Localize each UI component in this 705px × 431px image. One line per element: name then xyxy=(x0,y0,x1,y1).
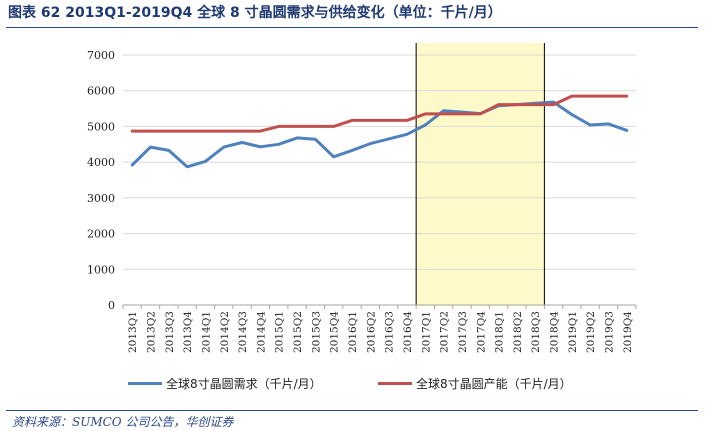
y-tick-label: 6000 xyxy=(87,85,115,98)
source-note: 资料来源：SUMCO 公司公告，华创证券 xyxy=(12,415,234,429)
x-tick-label: 2017Q2 xyxy=(439,311,451,353)
x-tick-label: 2017Q3 xyxy=(457,311,469,353)
highlight-band xyxy=(416,43,545,306)
x-tick-label: 2018Q1 xyxy=(494,311,506,353)
legend-item-capacity: 全球8寸晶圆产能（千片/月） xyxy=(378,373,572,393)
chart-legend: 全球8寸晶圆需求（千片/月） 全球8寸晶圆产能（千片/月） xyxy=(0,373,705,393)
x-tick-label: 2016Q3 xyxy=(384,311,396,353)
y-tick-label: 4000 xyxy=(87,156,115,169)
x-tick-label: 2018Q3 xyxy=(530,311,542,353)
y-tick-label: 2000 xyxy=(87,228,115,241)
chart-title: 图表 62 2013Q1-2019Q4 全球 8 寸晶圆需求与供给变化（单位：千… xyxy=(8,5,502,21)
x-tick-label: 2017Q4 xyxy=(475,311,487,353)
legend-label-demand: 全球8寸晶圆需求（千片/月） xyxy=(166,376,322,391)
legend-swatch-demand xyxy=(128,381,162,385)
x-tick-label: 2018Q4 xyxy=(549,311,561,353)
x-tick-label: 2015Q2 xyxy=(292,311,304,353)
x-tick-label: 2019Q4 xyxy=(622,311,634,353)
x-tick-label: 2014Q3 xyxy=(237,311,249,353)
x-tick-label: 2013Q3 xyxy=(164,311,176,353)
x-tick-label: 2014Q2 xyxy=(219,311,231,353)
x-tick-label: 2016Q1 xyxy=(347,311,359,353)
x-tick-label: 2015Q1 xyxy=(274,311,286,353)
x-tick-label: 2013Q4 xyxy=(182,311,194,353)
x-tick-label: 2013Q1 xyxy=(127,311,139,353)
x-tick-label: 2014Q1 xyxy=(200,311,212,353)
footer-divider xyxy=(6,410,698,411)
x-tick-label: 2017Q1 xyxy=(420,311,432,353)
x-tick-label: 2013Q2 xyxy=(145,311,157,353)
series-line-demand xyxy=(130,100,629,169)
series-line-capacity xyxy=(130,94,629,133)
title-divider xyxy=(6,27,698,28)
y-tick-label: 1000 xyxy=(87,263,115,276)
x-tick-label: 2019Q1 xyxy=(567,311,579,353)
x-tick-label: 2019Q3 xyxy=(604,311,616,353)
y-tick-label: 7000 xyxy=(87,49,115,62)
x-tick-label: 2019Q2 xyxy=(585,311,597,353)
x-tick-label: 2016Q4 xyxy=(402,311,414,353)
legend-item-demand: 全球8寸晶圆需求（千片/月） xyxy=(128,373,322,393)
x-tick-label: 2015Q3 xyxy=(310,311,322,353)
y-tick-label: 5000 xyxy=(87,120,115,133)
legend-swatch-capacity xyxy=(378,381,412,385)
x-tick-label: 2015Q4 xyxy=(329,311,341,353)
x-tick-label: 2014Q4 xyxy=(255,311,267,353)
x-tick-label: 2018Q2 xyxy=(512,311,524,353)
y-tick-label: 3000 xyxy=(87,192,115,205)
x-tick-label: 2016Q2 xyxy=(365,311,377,353)
y-tick-label: 0 xyxy=(108,299,115,312)
legend-label-capacity: 全球8寸晶圆产能（千片/月） xyxy=(416,376,572,391)
